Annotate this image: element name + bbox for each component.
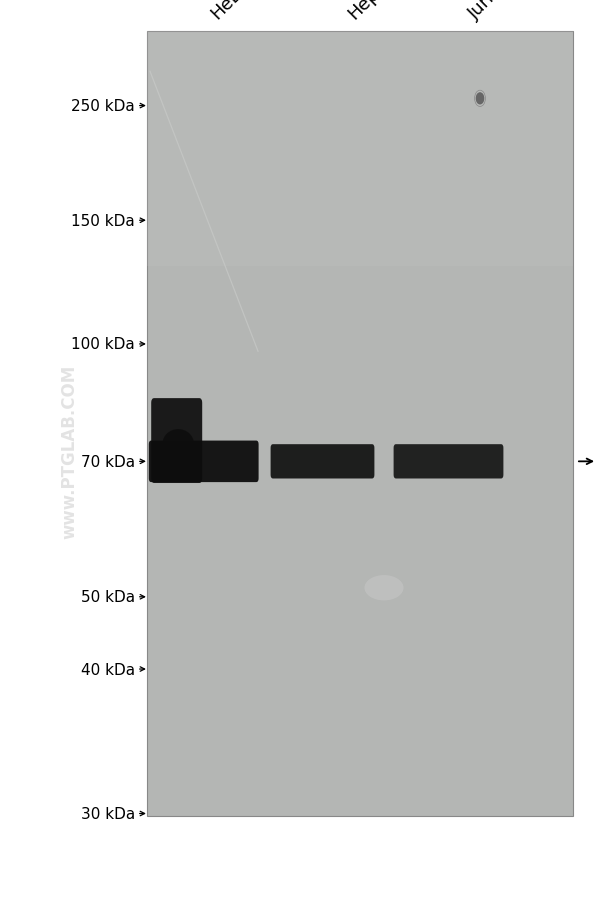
Text: Jurkat: Jurkat	[465, 0, 515, 23]
FancyBboxPatch shape	[271, 445, 374, 479]
Text: 150 kDa: 150 kDa	[71, 214, 135, 228]
Circle shape	[476, 94, 484, 105]
Text: HepG2: HepG2	[345, 0, 401, 23]
Bar	[147, 32, 573, 816]
Text: 70 kDa: 70 kDa	[81, 455, 135, 469]
Text: 40 kDa: 40 kDa	[81, 662, 135, 676]
Text: 100 kDa: 100 kDa	[71, 337, 135, 352]
Text: 250 kDa: 250 kDa	[71, 99, 135, 114]
FancyBboxPatch shape	[151, 399, 202, 483]
FancyBboxPatch shape	[394, 445, 503, 479]
Ellipse shape	[163, 429, 194, 459]
Ellipse shape	[365, 575, 404, 601]
Bar	[147, 32, 573, 267]
Text: HeLa: HeLa	[207, 0, 252, 23]
FancyBboxPatch shape	[149, 441, 259, 483]
Text: www.PTGLAB.COM: www.PTGLAB.COM	[60, 364, 78, 538]
Text: 30 kDa: 30 kDa	[81, 806, 135, 821]
Text: 50 kDa: 50 kDa	[81, 590, 135, 604]
